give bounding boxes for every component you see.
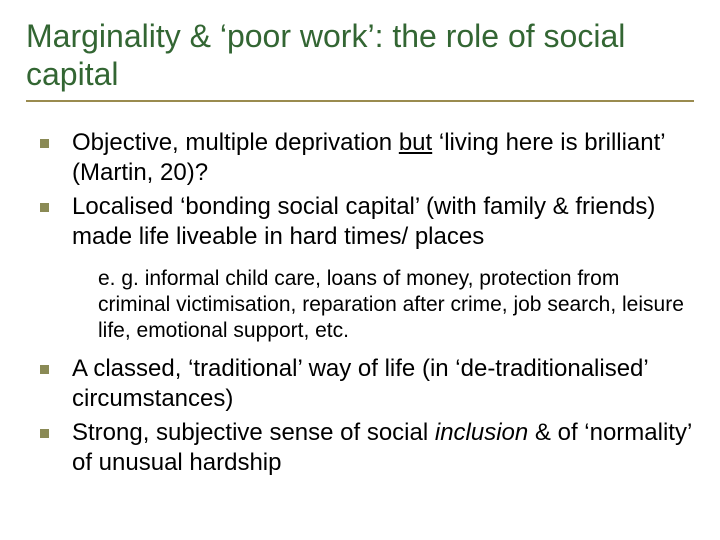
underlined-text: but (399, 129, 432, 156)
title-block: Marginality & ‘poor work’: the role of s… (26, 18, 694, 102)
list-item: Strong, subjective sense of social inclu… (36, 418, 694, 478)
slide-body: Objective, multiple deprivation but ‘liv… (26, 128, 694, 479)
slide: Marginality & ‘poor work’: the role of s… (0, 0, 720, 540)
text-fragment: Strong, subjective sense of social (72, 419, 435, 446)
slide-title: Marginality & ‘poor work’: the role of s… (26, 18, 694, 94)
sub-note: e. g. informal child care, loans of mone… (26, 256, 694, 355)
text-fragment: Objective, multiple deprivation (72, 129, 399, 156)
text-fragment: A classed, ‘traditional’ way of life (in… (72, 355, 648, 412)
list-item: Objective, multiple deprivation but ‘liv… (36, 128, 694, 188)
italic-text: inclusion (435, 419, 528, 446)
bullet-list-top: Objective, multiple deprivation but ‘liv… (26, 128, 694, 252)
bullet-list-bottom: A classed, ‘traditional’ way of life (in… (26, 354, 694, 478)
list-item: A classed, ‘traditional’ way of life (in… (36, 354, 694, 414)
list-item: Localised ‘bonding social capital’ (with… (36, 192, 694, 252)
text-fragment: Localised ‘bonding social capital’ (with… (72, 193, 655, 250)
